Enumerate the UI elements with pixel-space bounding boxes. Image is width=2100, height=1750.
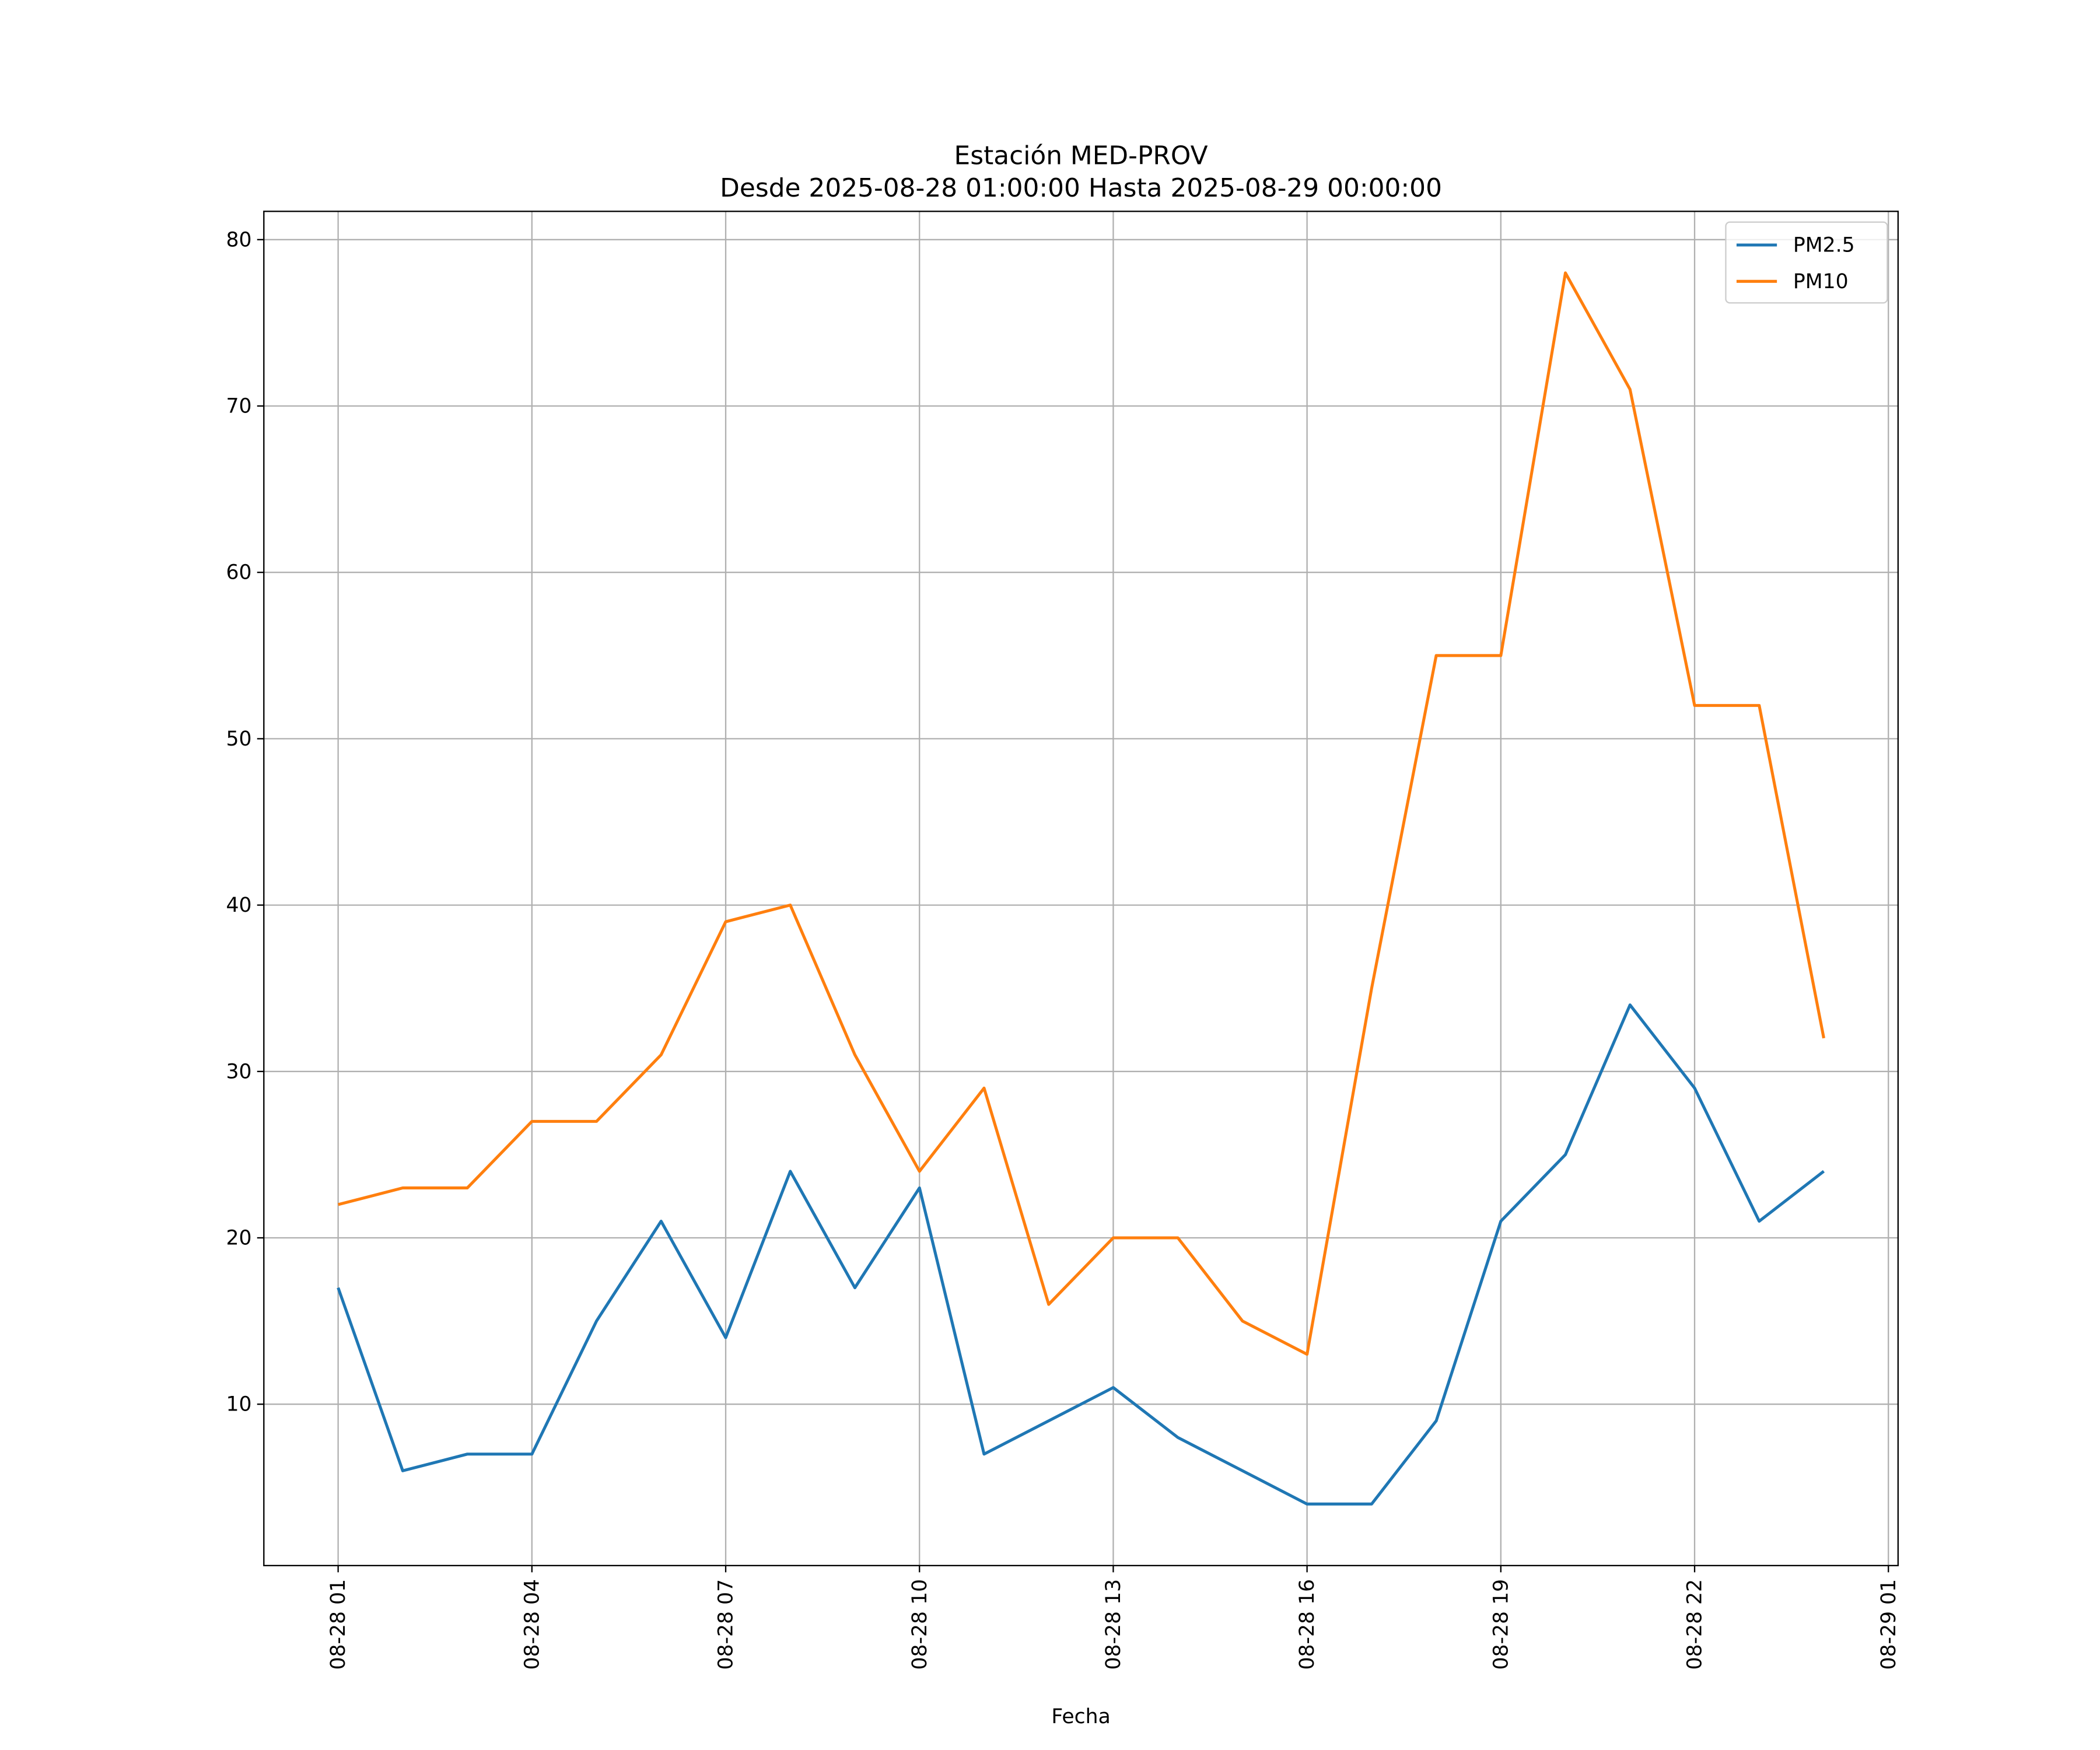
y-axis: 10 20 30 40 50 60 70 80 [226,228,264,1416]
x-tick-label: 08-29 01 [1877,1579,1901,1670]
y-tick-label: 30 [226,1060,251,1083]
x-tick-label: 08-28 13 [1102,1579,1125,1670]
x-tick-label: 08-28 07 [715,1579,738,1670]
legend-label: PM10 [1793,270,1849,293]
y-tick-label: 80 [226,228,251,251]
chart-title: Estación MED-PROV [954,141,1208,171]
x-tick-label: 08-28 19 [1489,1579,1513,1670]
series-lines [337,271,1825,1506]
y-tick-label: 60 [226,561,251,584]
x-tick-label: 08-28 01 [327,1579,350,1670]
x-tick-label: 08-28 10 [908,1579,932,1670]
y-tick-label: 20 [226,1227,251,1250]
y-tick-label: 10 [226,1393,251,1416]
y-tick-label: 40 [226,894,251,917]
x-axis-label: Fecha [1051,1705,1110,1728]
x-tick-label: 08-28 16 [1296,1579,1319,1670]
series-line-pm25 [337,1003,1825,1506]
x-axis: 08-28 01 08-28 04 08-28 07 08-28 10 08-28 13… [327,1565,1901,1670]
grid [264,211,1898,1566]
plot-frame [263,211,1899,1566]
legend: PM2.5 PM10 [1725,221,1888,304]
chart-subtitle: Desde 2025-08-28 01:00:00 Hasta 2025-08-… [720,173,1442,203]
legend-label: PM2.5 [1793,234,1855,257]
x-tick-label: 08-28 22 [1684,1579,1707,1670]
series-line-pm10 [338,271,1825,1356]
y-tick-label: 70 [226,395,251,418]
x-tick-label: 08-28 04 [520,1579,544,1670]
y-tick-label: 50 [226,727,251,751]
